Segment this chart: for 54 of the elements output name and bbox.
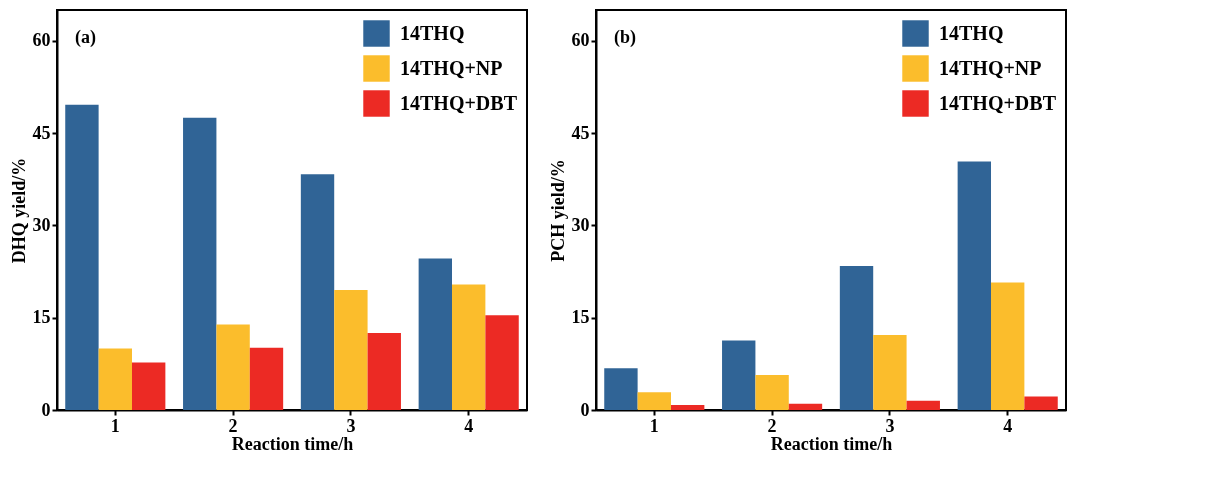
bar (485, 315, 519, 410)
y-tick-label: 45 (571, 122, 590, 143)
x-tick-label: 4 (464, 415, 474, 436)
x-tick-label: 4 (1003, 415, 1013, 436)
x-axis-title: Reaction time/h (231, 433, 354, 454)
bar (216, 324, 250, 410)
bar (132, 362, 166, 410)
y-axis-title: PCH yield/% (547, 159, 568, 262)
bar (452, 284, 486, 410)
y-tick-label: 15 (32, 307, 51, 328)
bar (957, 161, 991, 410)
x-tick-label: 3 (346, 415, 356, 436)
bar (637, 392, 671, 410)
legend-label: 14THQ (939, 21, 1004, 44)
bar (671, 405, 705, 410)
legend-label: 14THQ+DBT (400, 91, 518, 114)
y-tick-label: 60 (571, 30, 590, 51)
bar (906, 400, 940, 410)
x-tick-label: 2 (767, 415, 777, 436)
bar (788, 403, 823, 410)
x-axis-title: Reaction time/h (770, 433, 893, 454)
bar (418, 258, 452, 410)
x-tick-label: 3 (885, 415, 895, 436)
bar (334, 290, 368, 410)
y-tick-label: 30 (32, 214, 51, 235)
bar (755, 374, 789, 410)
x-tick-label: 1 (649, 415, 659, 436)
y-tick-label: 60 (32, 30, 51, 51)
x-tick-label: 2 (228, 415, 238, 436)
legend-label: 14THQ (400, 21, 465, 44)
bar (65, 104, 99, 410)
legend-label: 14THQ+NP (400, 56, 503, 79)
bar (1024, 396, 1058, 410)
bar (839, 266, 874, 410)
bar (722, 340, 756, 410)
bar (98, 348, 132, 410)
y-tick-label: 15 (571, 307, 590, 328)
x-tick-label: 1 (110, 415, 120, 436)
y-tick-label: 30 (571, 214, 590, 235)
bar (991, 282, 1025, 410)
y-tick-label: 0 (41, 399, 51, 420)
y-tick-label: 0 (580, 399, 590, 420)
bar (604, 368, 638, 410)
y-axis-title: DHQ yield/% (8, 157, 29, 264)
annotation: (a) (75, 27, 96, 48)
bar (367, 333, 401, 410)
bar (249, 347, 284, 410)
bar (873, 334, 907, 410)
y-tick-label: 45 (32, 122, 51, 143)
bar (183, 117, 217, 410)
legend-label: 14THQ+DBT (939, 91, 1057, 114)
legend-label: 14THQ+NP (939, 56, 1042, 79)
bar (300, 174, 335, 410)
annotation: (b) (614, 27, 636, 48)
